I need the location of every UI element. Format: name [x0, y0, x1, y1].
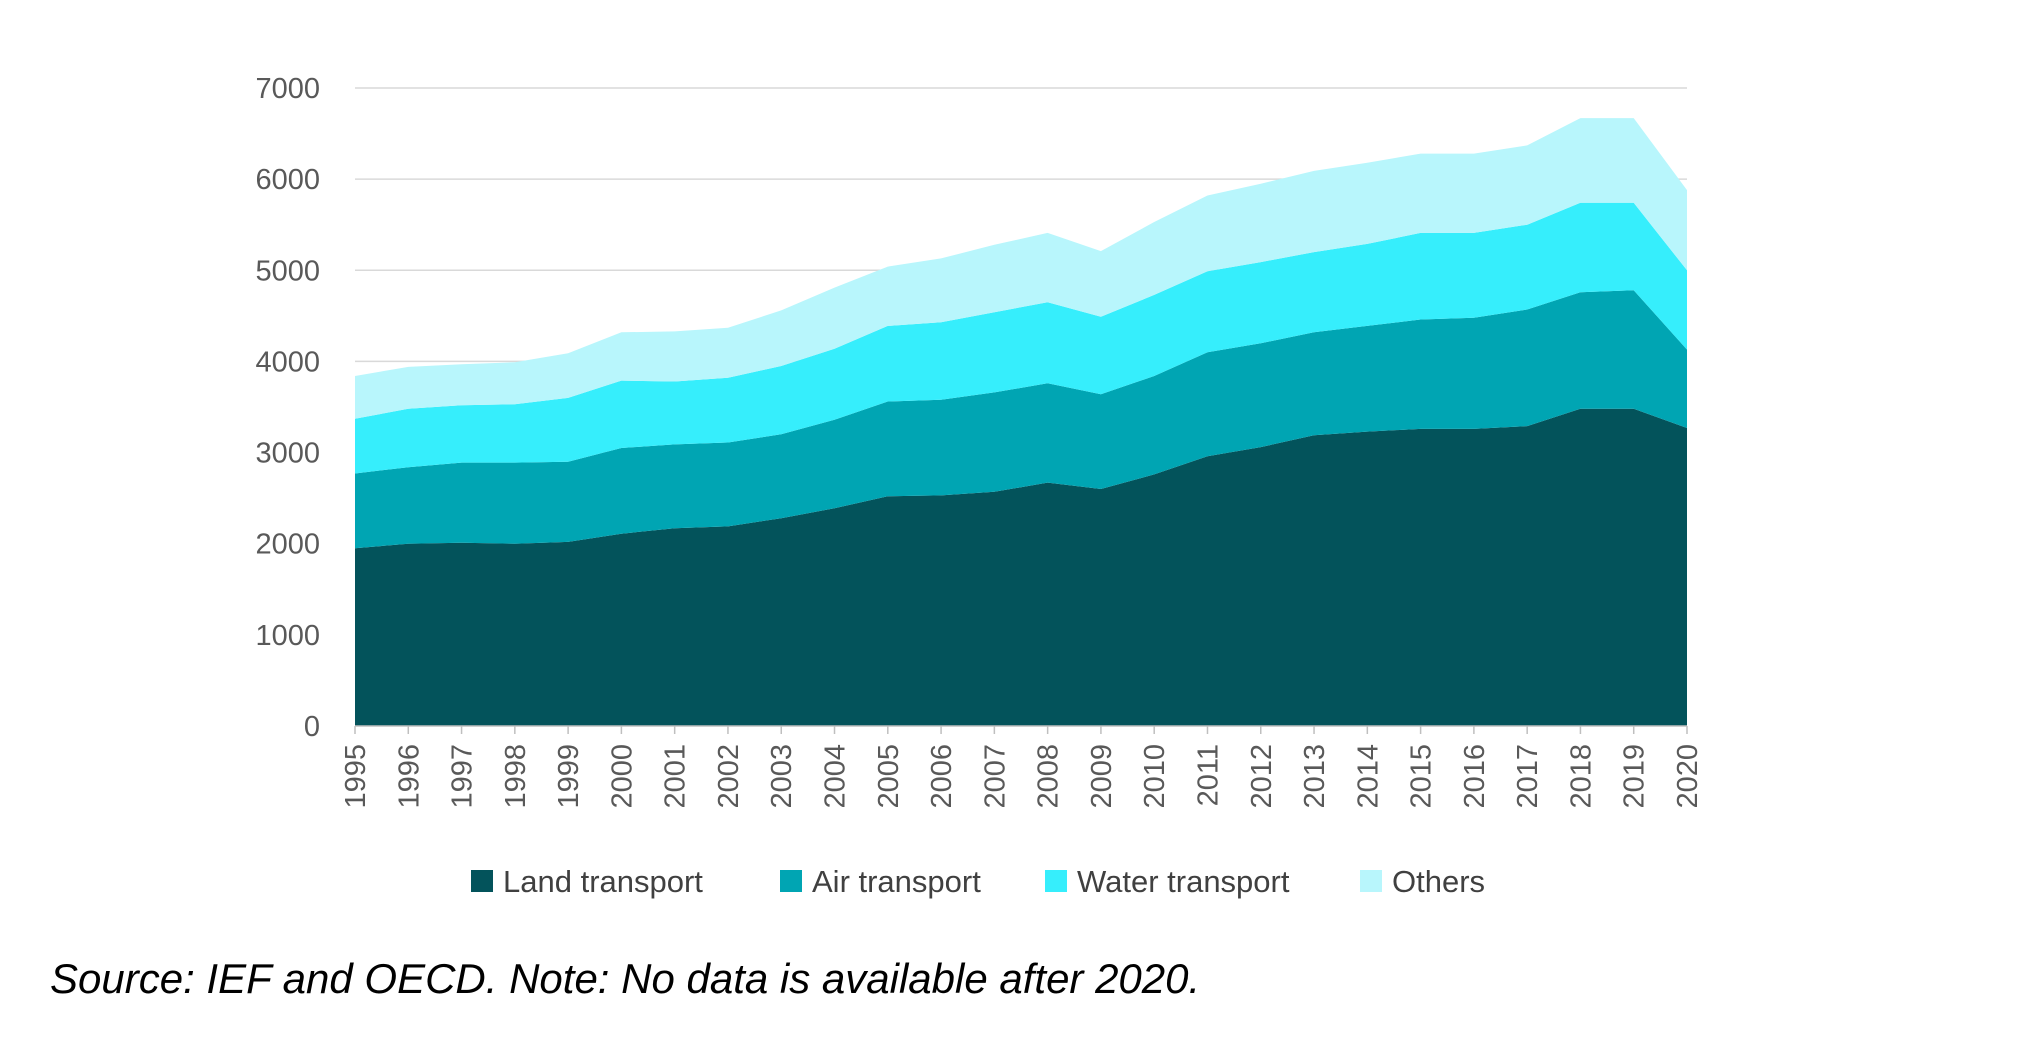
x-tick-label: 1998 — [500, 744, 532, 809]
x-tick-label: 2003 — [766, 744, 798, 809]
x-tick-label: 2010 — [1139, 744, 1171, 809]
x-tick-label: 2007 — [979, 744, 1011, 809]
y-tick-label: 0 — [304, 711, 320, 743]
legend-label-air-transport: Air transport — [812, 864, 981, 899]
y-tick-label: 4000 — [255, 346, 320, 378]
x-tick-label: 2000 — [606, 744, 638, 809]
x-tick-label: 2006 — [926, 744, 958, 809]
area-land-transport — [355, 408, 1687, 726]
x-tick-label: 2004 — [820, 744, 852, 809]
x-tick-label: 2008 — [1033, 744, 1065, 809]
area-others — [355, 118, 1687, 419]
y-tick-label: 3000 — [255, 438, 320, 470]
x-tick-label: 2020 — [1672, 744, 1704, 809]
series-areas — [355, 118, 1687, 726]
x-tick-label: 2001 — [660, 744, 692, 809]
area-water-transport — [355, 202, 1687, 474]
axes — [354, 725, 1688, 734]
x-tick-label: 2016 — [1459, 744, 1491, 809]
x-axis-tick-labels: 1995 1996 1997 1998 1999 2000 2001 2002 2003 2004… — [340, 744, 1704, 809]
y-axis-tick-labels: 0 1000 2000 3000 4000 5000 6000 7000 — [255, 73, 320, 743]
x-tick-label: 2019 — [1619, 744, 1651, 809]
y-tick-label: 7000 — [255, 73, 320, 105]
x-tick-label: 2002 — [713, 744, 745, 809]
y-tick-label: 6000 — [255, 164, 320, 196]
area-air-transport — [355, 290, 1687, 549]
x-tick-label: 1995 — [340, 744, 372, 809]
x-tick-label: 1996 — [393, 744, 425, 809]
legend-label-water-transport: Water transport — [1077, 864, 1290, 899]
x-tick-label: 2009 — [1086, 744, 1118, 809]
legend-swatch-others — [1360, 870, 1382, 892]
x-tick-label: 2012 — [1246, 744, 1278, 809]
legend-swatch-land-transport — [471, 870, 493, 892]
x-tick-label: 2015 — [1406, 744, 1438, 809]
x-tick-label: 2014 — [1352, 744, 1384, 809]
x-tick-label: 2017 — [1512, 744, 1544, 809]
y-tick-label: 2000 — [255, 529, 320, 561]
x-tick-label: 1997 — [447, 744, 479, 809]
legend-label-others: Others — [1392, 864, 1485, 899]
x-tick-label: 2005 — [873, 744, 905, 809]
x-tick-label: 2011 — [1192, 744, 1224, 806]
source-note: Source: IEF and OECD. Note: No data is a… — [50, 955, 1201, 1002]
y-tick-label: 5000 — [255, 255, 320, 287]
legend: Land transport Air transport Water transpo… — [471, 864, 1485, 899]
x-tick-label: 1999 — [553, 744, 585, 809]
legend-swatch-water-transport — [1045, 870, 1067, 892]
x-tick-label: 2013 — [1299, 744, 1331, 809]
y-tick-label: 1000 — [255, 620, 320, 652]
legend-label-land-transport: Land transport — [503, 864, 703, 899]
legend-swatch-air-transport — [780, 870, 802, 892]
x-tick-label: 2018 — [1565, 744, 1597, 809]
